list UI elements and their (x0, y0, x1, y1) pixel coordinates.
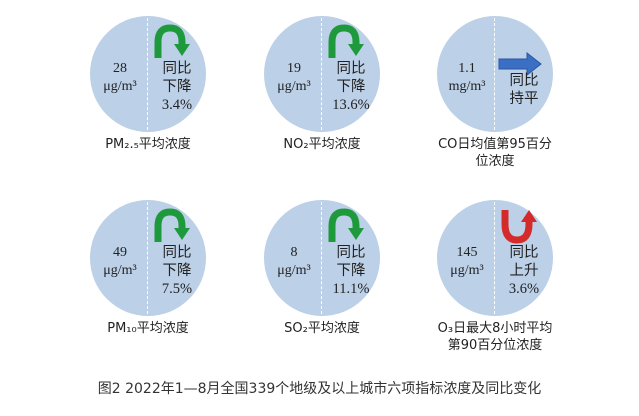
trend-arrow (324, 208, 368, 249)
figure-caption: 图2 2022年1—8月全国339个地级及以上城市六项指标浓度及同比变化 (97, 381, 542, 397)
dashed-divider (494, 202, 495, 314)
change-percent: 3.6% (508, 281, 540, 297)
change-line1: 同比 (336, 245, 366, 261)
value-unit: mg/m³ (448, 79, 486, 94)
change-line1: 同比 (162, 245, 192, 261)
indicator-card: 19 μg/m³ 同比下降 13.6% NO₂平均浓度 (236, 16, 406, 196)
indicator-card: 8 μg/m³ 同比下降 11.1% SO₂平均浓度 (236, 200, 406, 380)
trend-arrow (150, 24, 194, 65)
change-text: 同比 持平 (499, 72, 549, 108)
change-percent: 11.1% (332, 281, 370, 297)
dashed-divider (321, 202, 322, 314)
change-text: 同比下降 3.4% (152, 60, 202, 114)
indicator-value: 145 μg/m³ (441, 244, 493, 280)
value-number: 8 (290, 245, 298, 260)
indicator-circle: 49 μg/m³ 同比下降 7.5% (90, 200, 206, 316)
value-unit: μg/m³ (277, 79, 311, 94)
indicator-value: 1.1 mg/m³ (441, 60, 493, 96)
trend-arrow (150, 208, 194, 249)
trend-arrow (497, 46, 543, 81)
value-unit: μg/m³ (450, 263, 484, 278)
indicator-value: 19 μg/m³ (268, 60, 320, 96)
indicator-label: CO日均值第95百分位浓度 (438, 137, 552, 169)
change-text: 同比下降 13.6% (326, 60, 376, 114)
curved-up-arrow-icon (501, 210, 537, 244)
dashed-divider (147, 18, 148, 130)
curved-down-arrow-icon (154, 208, 190, 242)
indicator-value: 8 μg/m³ (268, 244, 320, 280)
dashed-divider (494, 18, 495, 130)
indicator-circle: 19 μg/m³ 同比下降 13.6% (264, 16, 380, 132)
curved-down-arrow-icon (154, 24, 190, 58)
indicator-card: 28 μg/m³ 同比下降 3.4% PM₂.₅平均浓度 (62, 16, 232, 196)
change-line2: 持平 (509, 91, 539, 107)
indicator-label: SO₂平均浓度 (284, 321, 360, 336)
change-line2: 上升 (509, 263, 539, 279)
change-line1: 同比 (509, 245, 539, 261)
change-text: 同比下降 11.1% (326, 244, 376, 298)
value-number: 49 (113, 245, 127, 260)
change-line2: 下降 (336, 79, 366, 95)
indicator-card: 145 μg/m³ 同比上升 3.6% O₃日最大8小时平均第90百分位浓度 (409, 200, 579, 380)
indicator-card: 1.1 mg/m³ 同比持平 CO日均值第95百分位浓度 (409, 16, 579, 196)
dashed-divider (321, 18, 322, 130)
dashed-divider (147, 202, 148, 314)
indicator-label: NO₂平均浓度 (283, 137, 361, 152)
trend-arrow (497, 208, 541, 249)
right-arrow-icon (498, 51, 542, 77)
indicator-circle: 28 μg/m³ 同比下降 3.4% (90, 16, 206, 132)
indicator-label: O₃日最大8小时平均第90百分位浓度 (437, 321, 553, 353)
indicator-circle: 8 μg/m³ 同比下降 11.1% (264, 200, 380, 316)
value-number: 145 (456, 245, 478, 260)
indicator-label: PM₁₀平均浓度 (107, 321, 189, 336)
change-line2: 下降 (162, 263, 192, 279)
indicator-card: 49 μg/m³ 同比下降 7.5% PM₁₀平均浓度 (62, 200, 232, 380)
curved-down-arrow-icon (328, 24, 364, 58)
change-percent: 3.4% (161, 97, 193, 113)
change-percent: 13.6% (332, 97, 370, 113)
change-line1: 同比 (509, 73, 539, 89)
trend-arrow (324, 24, 368, 65)
indicator-circle: 1.1 mg/m³ 同比持平 (437, 16, 553, 132)
indicator-value: 49 μg/m³ (94, 244, 146, 280)
indicator-circle: 145 μg/m³ 同比上升 3.6% (437, 200, 553, 316)
value-unit: μg/m³ (103, 79, 137, 94)
value-unit: μg/m³ (277, 263, 311, 278)
curved-down-arrow-icon (328, 208, 364, 242)
indicator-label: PM₂.₅平均浓度 (105, 137, 191, 152)
value-number: 28 (113, 61, 127, 76)
value-unit: μg/m³ (103, 263, 137, 278)
change-percent: 7.5% (161, 281, 193, 297)
change-line1: 同比 (162, 61, 192, 77)
value-number: 1.1 (458, 61, 476, 76)
change-line1: 同比 (336, 61, 366, 77)
change-text: 同比下降 7.5% (152, 244, 202, 298)
indicator-value: 28 μg/m³ (94, 60, 146, 96)
change-text: 同比上升 3.6% (499, 244, 549, 298)
change-line2: 下降 (162, 79, 192, 95)
change-line2: 下降 (336, 263, 366, 279)
value-number: 19 (287, 61, 301, 76)
